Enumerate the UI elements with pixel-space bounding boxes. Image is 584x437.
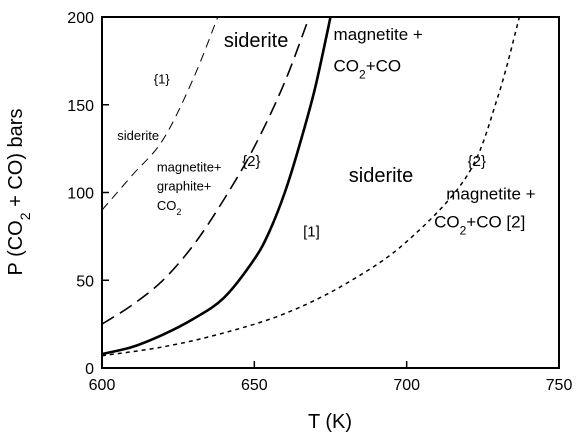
annotation-label-brace-2a: {2}	[242, 153, 260, 170]
annotation-siderite-mid: siderite	[349, 165, 413, 187]
annotation-magnetite-graphite-2: graphite+	[157, 179, 212, 194]
y-tick-label: 0	[85, 361, 94, 378]
annotation-label-brace-1: {1}	[154, 72, 171, 87]
annotation-siderite-top: siderite	[224, 30, 288, 52]
y-tick-label: 150	[67, 98, 94, 115]
y-axis-title: P (CO2 + CO) bars	[5, 109, 33, 276]
annotation-label-bracket-1: [1]	[303, 223, 320, 240]
y-tick-label: 200	[67, 10, 94, 27]
series-layer	[102, 17, 521, 357]
y-tick-label: 50	[76, 273, 94, 290]
series-line-solid	[102, 17, 332, 356]
series-line-thin-dash	[102, 17, 219, 211]
x-tick-label: 750	[546, 377, 573, 394]
series-line-long-dash	[102, 17, 310, 325]
series-line-short-dash	[102, 17, 521, 357]
annotation-co2co-right: CO2+CO [2]	[434, 213, 525, 238]
ticks-layer: 600 650 700 750 0 50 100 150 200	[67, 10, 572, 394]
annotation-magnetite-co2co-top: magnetite +	[334, 25, 423, 44]
annotation-magnetite-graphite-3: CO2	[157, 198, 182, 217]
x-tick-label: 650	[241, 377, 268, 394]
annotation-label-brace-2b: {2}	[468, 153, 486, 170]
x-tick-label: 700	[393, 377, 420, 394]
annotation-magnetite-co2co-right: magnetite +	[446, 185, 535, 204]
y-tick-label: 100	[67, 186, 94, 203]
annotation-magnetite-graphite-1: magnetite+	[157, 159, 222, 174]
annotation-layer: siderite magnetite + CO2+CO {1} siderite magn…	[117, 25, 535, 241]
annotation-siderite-small: siderite	[117, 128, 159, 143]
annotation-co2co-top: CO2+CO	[334, 56, 402, 81]
x-tick-label: 600	[89, 377, 116, 394]
x-axis-title: T (K)	[308, 411, 352, 433]
